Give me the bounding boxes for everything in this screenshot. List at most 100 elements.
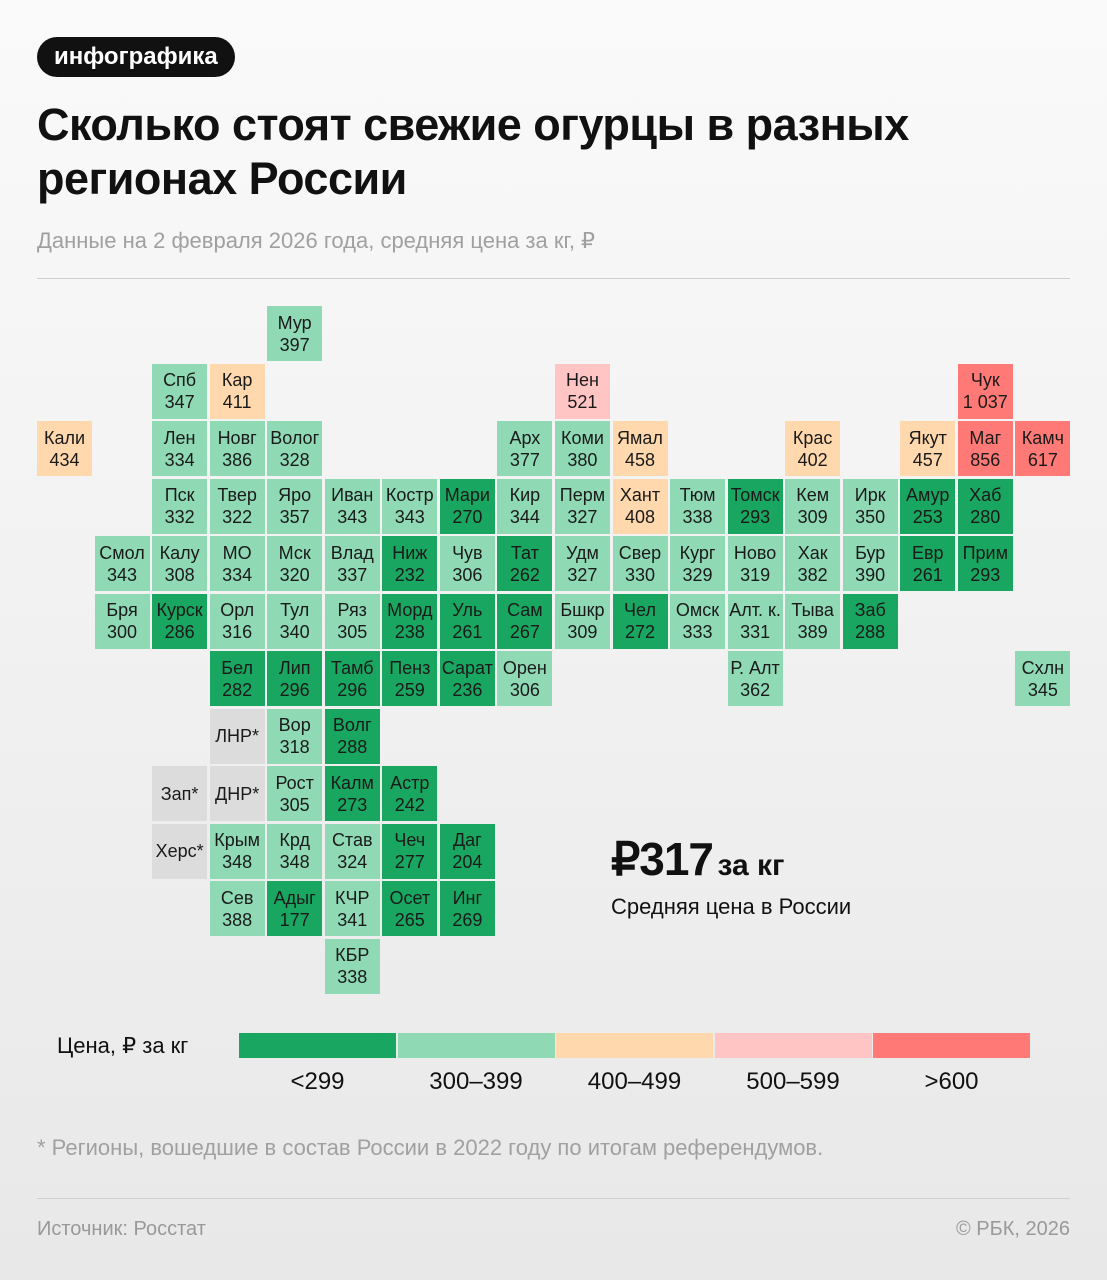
region-price: 856 — [970, 449, 1001, 470]
legend-label: 400–499 — [587, 1068, 682, 1095]
region-price: 348 — [279, 852, 310, 872]
region-price: 389 — [797, 622, 828, 642]
region-price: 411 — [222, 392, 252, 412]
region-price: 408 — [624, 507, 656, 527]
category-badge: инфографика — [37, 37, 235, 77]
region-tile: Влад 337 — [324, 536, 380, 591]
region-tile: Орен 306 — [497, 651, 553, 706]
region-name: Твер — [217, 485, 257, 505]
region-price: 282 — [222, 679, 253, 700]
region-name: Тюм — [679, 485, 716, 505]
region-tile: Свер 330 — [612, 536, 668, 591]
region-name: Костр — [385, 485, 434, 505]
region-tile: Томск 293 — [727, 478, 783, 534]
region-price: 242 — [394, 794, 425, 815]
region-name: Тул — [280, 600, 310, 620]
region-price: 204 — [452, 852, 483, 872]
region-name: Евр — [911, 542, 944, 563]
region-name: Вор — [278, 715, 311, 735]
region-name: Якут — [908, 427, 947, 448]
region-name: КБР — [335, 945, 370, 965]
region-price: 288 — [855, 622, 886, 642]
region-tile: Спб 347 — [152, 363, 208, 419]
region-tile: Тул 340 — [267, 593, 323, 649]
region-name: Осет — [389, 887, 431, 908]
region-name: Сарат — [441, 657, 493, 678]
region-name: Перм — [559, 485, 606, 505]
region-tile: Адыг 177 — [267, 881, 323, 936]
region-price: 277 — [394, 852, 425, 872]
region-name: Хаб — [969, 485, 1002, 505]
region-price: 308 — [164, 564, 195, 585]
region-tile: Чув 306 — [439, 536, 495, 591]
region-tile: Омск 333 — [670, 593, 726, 649]
region-name: Чув — [452, 542, 483, 563]
legend-label: 500–599 — [746, 1068, 840, 1095]
region-tile: Тат 262 — [497, 536, 553, 591]
region-tile: Пенз 259 — [382, 651, 438, 706]
region-price: 344 — [509, 507, 540, 527]
region-price: 338 — [682, 507, 713, 527]
region-tile: Лен 334 — [152, 421, 208, 476]
region-tile: Хак 382 — [785, 536, 841, 591]
region-tile: Ново 319 — [727, 536, 783, 591]
region-price: 286 — [164, 622, 195, 642]
region-tile: КЧР 341 — [324, 881, 380, 936]
region-price: 320 — [279, 564, 310, 585]
region-price: 261 — [452, 622, 483, 642]
region-price: 259 — [394, 679, 425, 700]
region-price: 300 — [107, 622, 138, 642]
legend-swatch — [714, 1033, 872, 1058]
region-name: ЛНР* — [215, 726, 260, 746]
legend-swatch — [556, 1033, 713, 1058]
region-tile: Перм 327 — [554, 478, 610, 534]
region-price: 357 — [279, 507, 310, 527]
region-price: 332 — [164, 507, 195, 527]
region-name: Сев — [220, 887, 254, 908]
region-name: Бря — [106, 600, 138, 620]
region-name: Новг — [217, 427, 257, 448]
region-name: Астр — [390, 772, 430, 793]
region-price: 341 — [337, 909, 368, 930]
region-tile: Мск 320 — [267, 536, 323, 591]
region-tile: Уль 261 — [439, 593, 495, 649]
region-tile: Евр 261 — [900, 536, 956, 591]
region-price: 319 — [740, 564, 771, 585]
region-name: Камч — [1021, 427, 1064, 448]
region-price: 617 — [1027, 449, 1058, 470]
region-name: Кар — [221, 370, 253, 390]
region-tile: Хаб 280 — [957, 478, 1013, 534]
region-price: 350 — [855, 507, 886, 527]
region-name: Курск — [156, 600, 203, 620]
region-name: Маг — [969, 427, 1002, 448]
region-tile: Якут 457 — [900, 421, 956, 476]
region-tile: КБР 338 — [324, 938, 380, 994]
region-price: 457 — [912, 449, 943, 470]
region-price: 267 — [509, 622, 540, 642]
region-name: Даг — [452, 830, 482, 850]
region-name: Амур — [906, 485, 950, 505]
region-name: Смол — [99, 542, 145, 563]
region-price: 329 — [682, 564, 713, 585]
region-name: ДНР* — [215, 783, 260, 804]
region-tile: Вор 318 — [267, 708, 323, 764]
region-name: Чук — [970, 370, 1000, 390]
region-price: 345 — [1027, 679, 1058, 700]
region-price: 337 — [337, 564, 368, 585]
region-tile: ДНР* — [209, 766, 265, 821]
region-name: Орен — [502, 657, 547, 678]
region-tile: Костр 343 — [382, 478, 438, 534]
region-tile: Пск 332 — [152, 478, 208, 534]
region-name: Кали — [43, 427, 86, 448]
region-name: Калу — [159, 542, 200, 563]
region-name: Ново — [733, 542, 777, 563]
average-unit: за кг — [717, 849, 785, 882]
region-tile: Кали 434 — [37, 421, 92, 476]
region-tile: Став 324 — [324, 823, 380, 879]
region-price: 380 — [567, 449, 598, 470]
region-name: Крд — [279, 830, 310, 850]
region-price: 388 — [222, 909, 253, 930]
region-name: Лип — [278, 657, 311, 678]
region-name: Тамб — [330, 657, 374, 678]
region-tile: Маг 856 — [957, 421, 1013, 476]
